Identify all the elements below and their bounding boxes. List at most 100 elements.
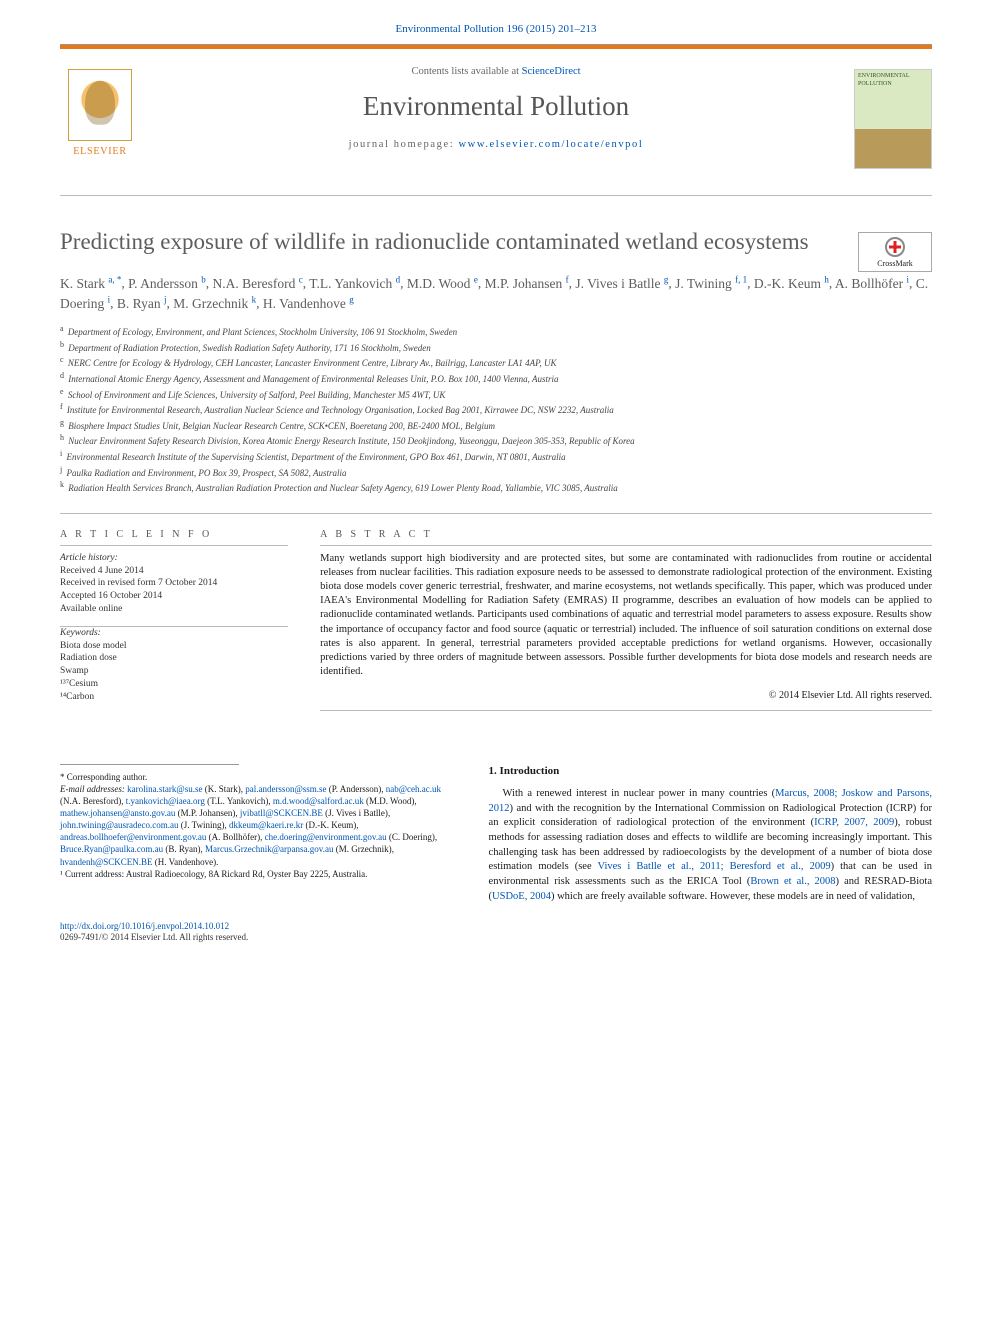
citation-ref[interactable]: Marcus, 2008; Joskow and Parsons, 2012	[489, 788, 932, 814]
revised-line: Received in revised form 7 October 2014	[60, 578, 217, 588]
author-name: M.P. Johansen f	[485, 276, 569, 291]
email-link[interactable]: hvandenh@SCKCEN.BE	[60, 857, 153, 867]
affiliation-line: f Institute for Environmental Research, …	[60, 401, 932, 417]
email-link[interactable]: mathew.johansen@ansto.gov.au	[60, 808, 175, 818]
keywords-list: Biota dose modelRadiation doseSwamp¹³⁷Ce…	[60, 641, 127, 702]
contents-prefix: Contents lists available at	[411, 66, 521, 77]
masthead-center: Contents lists available at ScienceDirec…	[60, 65, 932, 151]
citation-ref[interactable]: ICRP, 2007, 2009	[814, 817, 894, 828]
crossmark-badge[interactable]: CrossMark	[858, 232, 932, 272]
author-name: J. Twining f, 1	[675, 276, 747, 291]
page-footer: http://dx.doi.org/10.1016/j.envpol.2014.…	[60, 921, 932, 944]
email-person: (C. Doering)	[389, 832, 435, 842]
masthead-bottom-rule	[60, 195, 932, 196]
article-title: Predicting exposure of wildlife in radio…	[60, 228, 932, 257]
affiliation-line: g Biosphere Impact Studies Unit, Belgian…	[60, 417, 932, 433]
citation-banner: Environmental Pollution 196 (2015) 201–2…	[0, 0, 992, 44]
sciencedirect-link[interactable]: ScienceDirect	[522, 66, 581, 77]
email-link[interactable]: m.d.wood@salford.ac.uk	[273, 796, 364, 806]
author-name: D.-K. Keum h	[754, 276, 829, 291]
email-person: (K. Stark)	[205, 784, 241, 794]
introduction-column: 1. Introduction With a renewed interest …	[479, 764, 932, 905]
email-person: (T.L. Yankovich)	[207, 796, 268, 806]
email-link[interactable]: Marcus.Grzechnik@arpansa.gov.au	[205, 844, 333, 854]
abstract-text: Many wetlands support high biodiversity …	[320, 552, 932, 680]
keyword: Radiation dose	[60, 653, 117, 663]
email-link[interactable]: andreas.bollhoefer@environment.gov.au	[60, 832, 206, 842]
masthead: ELSEVIER Contents lists available at Sci…	[60, 45, 932, 195]
affiliation-line: j Paulka Radiation and Environment, PO B…	[60, 464, 932, 480]
footnote-rule	[60, 764, 239, 765]
email-link[interactable]: t.yankovich@iaea.org	[126, 796, 205, 806]
cover-text: ENVIRONMENTAL POLLUTION	[858, 73, 909, 87]
keyword: ¹⁴Carbon	[60, 692, 94, 702]
email-person: (M. Grzechnik)	[336, 844, 392, 854]
affiliation-line: e School of Environment and Life Science…	[60, 386, 932, 402]
affiliation-line: d International Atomic Energy Agency, As…	[60, 370, 932, 386]
doi-link[interactable]: http://dx.doi.org/10.1016/j.envpol.2014.…	[60, 921, 229, 931]
intro-paragraph: With a renewed interest in nuclear power…	[489, 787, 932, 905]
email-link[interactable]: che.doering@environment.gov.au	[265, 832, 387, 842]
email-person: (D.-K. Keum)	[306, 820, 357, 830]
publisher-word: ELSEVIER	[60, 145, 140, 158]
issn-copyright-line: 0269-7491/© 2014 Elsevier Ltd. All right…	[60, 932, 248, 942]
email-person: (A. Bollhöfer)	[209, 832, 261, 842]
section-heading-intro: 1. Introduction	[489, 764, 932, 779]
footnotes-column: * Corresponding author. E-mail addresses…	[60, 764, 479, 905]
keywords-label: Keywords:	[60, 628, 101, 638]
author-name: B. Ryan j	[117, 296, 167, 311]
keyword: ¹³⁷Cesium	[60, 679, 98, 689]
affiliation-line: a Department of Ecology, Environment, an…	[60, 323, 932, 339]
email-label: E-mail addresses:	[60, 784, 125, 794]
citation-text: Environmental Pollution 196 (2015) 201–2…	[395, 23, 596, 35]
author-name: A. Bollhöfer i	[835, 276, 909, 291]
email-link[interactable]: john.twining@ausradeco.com.au	[60, 820, 179, 830]
homepage-prefix: journal homepage:	[349, 139, 459, 150]
elsevier-tree-icon	[68, 69, 132, 141]
crossmark-label: CrossMark	[877, 259, 913, 268]
affiliation-line: k Radiation Health Services Branch, Aust…	[60, 479, 932, 495]
info-abstract-row: A R T I C L E I N F O Article history: R…	[60, 513, 932, 724]
publisher-logo-block: ELSEVIER	[60, 69, 140, 158]
abstract-column: A B S T R A C T Many wetlands support hi…	[304, 514, 932, 724]
accepted-line: Accepted 16 October 2014	[60, 591, 162, 601]
email-link[interactable]: karolina.stark@su.se	[127, 784, 202, 794]
abstract-copyright: © 2014 Elsevier Ltd. All rights reserved…	[320, 689, 932, 702]
citation-ref[interactable]: USDoE, 2004	[492, 891, 551, 902]
email-person: (N.A. Beresford)	[60, 796, 121, 806]
article-history-block: Article history: Received 4 June 2014 Re…	[60, 552, 288, 616]
email-person: (P. Andersson)	[329, 784, 382, 794]
email-person: (M.D. Wood)	[366, 796, 414, 806]
citation-ref[interactable]: Vives i Batlle et al., 2011; Beresford e…	[598, 861, 831, 872]
author-name: H. Vandenhove g	[263, 296, 354, 311]
lower-columns: * Corresponding author. E-mail addresses…	[60, 764, 932, 905]
homepage-link[interactable]: www.elsevier.com/locate/envpol	[458, 139, 643, 150]
keywords-block: Keywords: Biota dose model Radiation dose…	[60, 627, 288, 704]
email-person: (B. Ryan)	[165, 844, 200, 854]
email-person: (M.P. Johansen)	[178, 808, 236, 818]
journal-title: Environmental Pollution	[60, 89, 932, 124]
corresponding-note: * Corresponding author.	[60, 771, 459, 783]
email-person: (J. Vives i Batlle)	[325, 808, 388, 818]
keyword: Biota dose model	[60, 641, 127, 651]
history-label: Article history:	[60, 553, 118, 563]
article-header: CrossMark Predicting exposure of wildlif…	[60, 228, 932, 723]
affiliation-line: h Nuclear Environment Safety Research Di…	[60, 432, 932, 448]
article-info-heading: A R T I C L E I N F O	[60, 524, 288, 546]
journal-cover-thumbnail: ENVIRONMENTAL POLLUTION	[854, 69, 932, 169]
email-link[interactable]: Bruce.Ryan@paulka.com.au	[60, 844, 163, 854]
author-name: N.A. Beresford c	[213, 276, 303, 291]
email-link[interactable]: nab@ceh.ac.uk	[386, 784, 441, 794]
email-link[interactable]: dkkeum@kaeri.re.kr	[229, 820, 303, 830]
contents-line: Contents lists available at ScienceDirec…	[60, 65, 932, 79]
email-person: (H. Vandenhove)	[155, 857, 216, 867]
email-link[interactable]: pal.andersson@ssm.se	[245, 784, 326, 794]
authors-list: K. Stark a, *, P. Andersson b, N.A. Bere…	[60, 273, 932, 313]
author-name: P. Andersson b	[128, 276, 206, 291]
affiliation-line: i Environmental Research Institute of th…	[60, 448, 932, 464]
current-address-note: ¹ Current address: Austral Radioecology,…	[60, 868, 459, 880]
citation-ref[interactable]: Brown et al., 2008	[750, 876, 835, 887]
email-link[interactable]: jvibatll@SCKCEN.BE	[240, 808, 323, 818]
online-line: Available online	[60, 604, 122, 614]
author-name: K. Stark a, *	[60, 276, 121, 291]
